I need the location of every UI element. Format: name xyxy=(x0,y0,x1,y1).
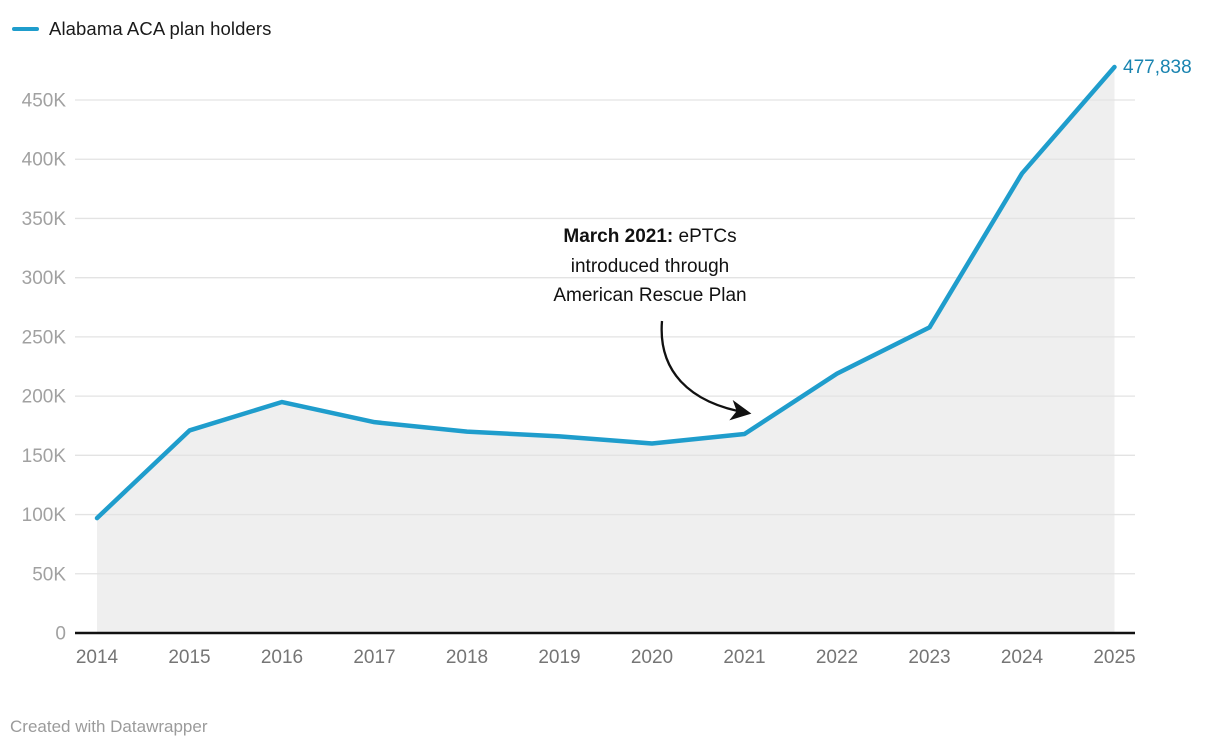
y-tick-label: 100K xyxy=(22,505,67,526)
legend-label: Alabama ACA plan holders xyxy=(49,18,272,39)
y-tick-label: 350K xyxy=(22,209,67,230)
x-tick-label: 2022 xyxy=(816,647,858,668)
series-line xyxy=(94,64,1117,521)
y-tick-label: 450K xyxy=(22,91,67,112)
attribution: Created with Datawrapper xyxy=(10,717,208,736)
line-chart: 0 50K 100K 150K 200K 250K 300K 350K 400K 450K 2014… xyxy=(22,64,1136,668)
x-tick-label: 2018 xyxy=(446,647,488,668)
legend-line-swatch xyxy=(12,27,39,31)
annotation-line-1: March 2021: ePTCs xyxy=(563,226,737,247)
y-tick-label: 0 xyxy=(55,624,66,645)
annotation-line-2: introduced through xyxy=(570,255,730,277)
end-value-label: 477,838 xyxy=(1123,57,1192,78)
annotation-march-2021: March 2021: ePTCs introduced through Ame… xyxy=(450,222,850,311)
x-tick-label: 2025 xyxy=(1093,647,1135,668)
y-tick-label: 250K xyxy=(22,327,67,348)
x-tick-label: 2015 xyxy=(168,647,210,668)
annotation-line-3: American Rescue Plan xyxy=(553,285,747,306)
x-tick-label: 2014 xyxy=(76,647,119,668)
x-tick-label: 2021 xyxy=(723,647,765,668)
series-area xyxy=(97,67,1115,633)
y-tick-label: 200K xyxy=(22,387,67,408)
x-tick-label: 2017 xyxy=(353,647,395,668)
y-tick-label: 300K xyxy=(22,268,67,289)
y-tick-label: 50K xyxy=(32,564,66,585)
y-tick-label: 150K xyxy=(22,446,67,467)
x-tick-label: 2020 xyxy=(631,647,673,668)
x-tick-label: 2019 xyxy=(538,647,580,668)
y-tick-label: 400K xyxy=(22,150,67,171)
legend: Alabama ACA plan holders xyxy=(12,18,272,40)
x-tick-label: 2023 xyxy=(908,647,950,668)
x-tick-label: 2016 xyxy=(261,647,303,668)
annotation-arrow xyxy=(660,320,752,421)
x-tick-label: 2024 xyxy=(1001,647,1044,668)
